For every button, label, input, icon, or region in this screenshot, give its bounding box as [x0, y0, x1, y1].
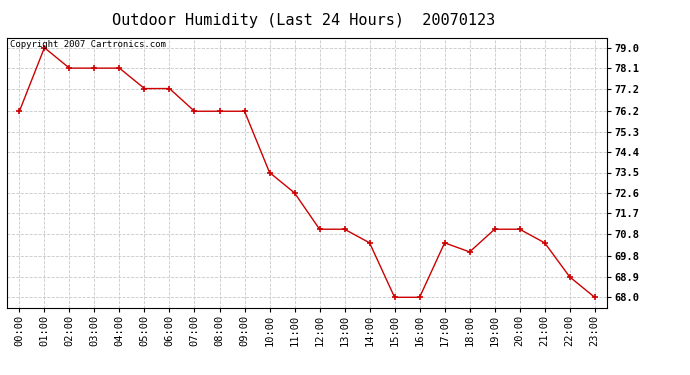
- Text: Copyright 2007 Cartronics.com: Copyright 2007 Cartronics.com: [10, 40, 166, 49]
- Text: Outdoor Humidity (Last 24 Hours)  20070123: Outdoor Humidity (Last 24 Hours) 2007012…: [112, 13, 495, 28]
